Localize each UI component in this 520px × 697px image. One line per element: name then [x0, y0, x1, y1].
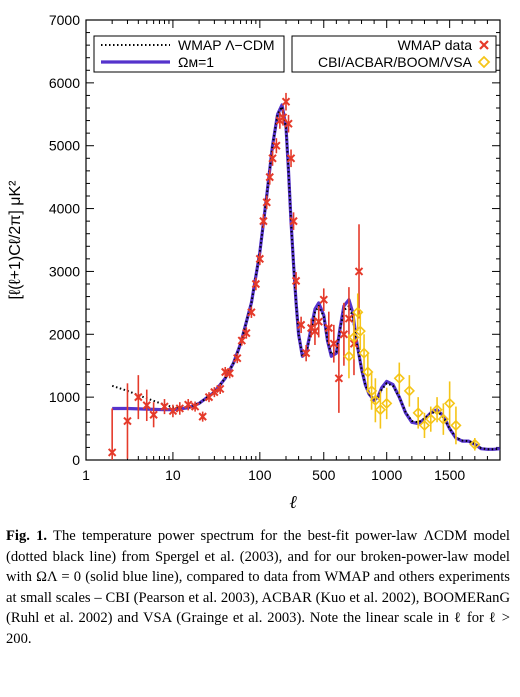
legend-label: Ωᴍ=1: [178, 54, 214, 70]
plot-frame: [85, 19, 501, 461]
cbi-data-point: [362, 366, 374, 378]
wmap-data-point: [184, 400, 193, 409]
wmap-data-point: [175, 404, 185, 413]
wmap-data-point: [334, 374, 344, 383]
legend-box-left: [93, 35, 285, 73]
wmap-data-point: [134, 392, 143, 402]
cbi-data-point: [374, 404, 387, 416]
wmap-data-point: [296, 320, 306, 330]
wmap-data-point: [329, 339, 339, 348]
wmap-data-point: [324, 323, 334, 333]
wmap-data-point: [272, 141, 281, 150]
x-tick-label: 10: [165, 467, 181, 483]
y-axis-label: [ℓ(ℓ+1)Cℓ/2π] μK²: [7, 180, 24, 300]
wmap-data-point: [149, 410, 158, 419]
wmap-data-point: [233, 353, 242, 363]
wmap-data-point: [237, 336, 246, 345]
x-axis-label: ℓ: [289, 492, 297, 512]
cbi-data-point: [381, 397, 393, 410]
y-tick-label: 4000: [49, 201, 80, 217]
caption-label: Fig. 1.: [6, 528, 48, 544]
wmap-data-point: [215, 384, 225, 394]
axis-ticks: 0 1000 2000 3000 4000 5000 6000 7000 1 10 100 500 10…: [49, 12, 500, 483]
power-spectrum-chart: 0 1000 2000 3000 4000 5000 6000 7000 1 10 100 500 10…: [7, 12, 501, 512]
cbi-data-point: [393, 372, 405, 384]
legend-diamond-marker: [477, 55, 491, 69]
cbi-data-point: [343, 350, 355, 362]
wmap-data-point: [259, 216, 268, 226]
cbi-data-point: [403, 385, 415, 397]
wmap-data-point: [160, 402, 169, 411]
wmap-data-point: [142, 401, 151, 410]
model-curves: [111, 103, 501, 451]
cbi-data-point: [437, 413, 449, 425]
cbi-data-point: [369, 394, 382, 406]
wmap-data-point: [310, 326, 320, 336]
wmap-data-point: [291, 276, 301, 286]
x-tick-label: 1: [82, 467, 90, 483]
y-tick-label: 2000: [49, 326, 80, 342]
wmap-data-point: [278, 113, 288, 122]
wmap-data-point: [265, 172, 274, 182]
cbi-data-point: [348, 331, 360, 344]
cbi-data-point: [444, 397, 456, 410]
y-tick-label: 5000: [49, 138, 80, 154]
wmap-data-point: [354, 267, 364, 276]
wmap-data-point: [168, 406, 178, 416]
caption-text: The temperature power spectrum for the b…: [6, 528, 510, 647]
data-points: [107, 92, 481, 460]
omega-m-1-curve: [112, 103, 501, 451]
x-tick-label: 1000: [371, 467, 402, 483]
wmap-data-point: [251, 279, 261, 289]
y-tick-label: 0: [72, 452, 80, 468]
x-tick-label: 1500: [434, 467, 465, 483]
wmap-data-point: [286, 154, 296, 163]
cbi-data-point: [354, 325, 366, 337]
cbi-data-point: [358, 347, 370, 359]
cbi-data-point: [431, 404, 443, 416]
cbi-data-point: [352, 306, 364, 318]
wmap-data-point: [314, 317, 323, 326]
wmap-data-point: [262, 198, 271, 207]
x-tick-label: 500: [312, 467, 336, 483]
y-tick-label: 6000: [49, 75, 80, 91]
wmap-data-point: [339, 330, 349, 339]
wmap-data-point: [107, 448, 117, 457]
legend-label: CBI/ACBAR/BOOM/VSA: [318, 54, 473, 70]
wmap-data-point: [319, 295, 328, 304]
figure-caption: Fig. 1. The temperature power spectrum f…: [6, 526, 510, 649]
wmap-data-point: [289, 216, 298, 226]
y-tick-label: 7000: [49, 12, 80, 28]
legend-label: WMAP Λ−CDM: [178, 37, 275, 53]
cbi-data-point: [418, 419, 431, 432]
cbi-data-point: [412, 407, 424, 419]
cbi-data-point: [450, 419, 462, 432]
wmap-data-point: [225, 369, 234, 378]
wmap-data-point: [344, 314, 354, 323]
wmap-data-point: [123, 416, 132, 426]
lcdm-curve: [111, 105, 501, 451]
legend-label: WMAP data: [398, 37, 473, 53]
cbi-data-point: [469, 438, 481, 450]
y-tick-label: 1000: [49, 389, 80, 405]
legend-box-right: [291, 35, 497, 73]
wmap-data-point: [284, 119, 293, 128]
wmap-data-point: [190, 402, 200, 411]
cbi-data-point: [425, 413, 437, 425]
wmap-data-point: [247, 308, 256, 317]
wmap-data-point: [198, 412, 207, 421]
legend-x-marker: [479, 40, 489, 50]
wmap-data-point: [255, 254, 265, 264]
wmap-data-point: [301, 348, 311, 358]
x-tick-label: 100: [248, 467, 272, 483]
wmap-data-point: [210, 387, 219, 397]
wmap-data-point: [268, 154, 277, 163]
y-tick-label: 3000: [49, 263, 80, 279]
wmap-data-point: [281, 97, 291, 106]
wmap-data-point: [242, 328, 251, 338]
